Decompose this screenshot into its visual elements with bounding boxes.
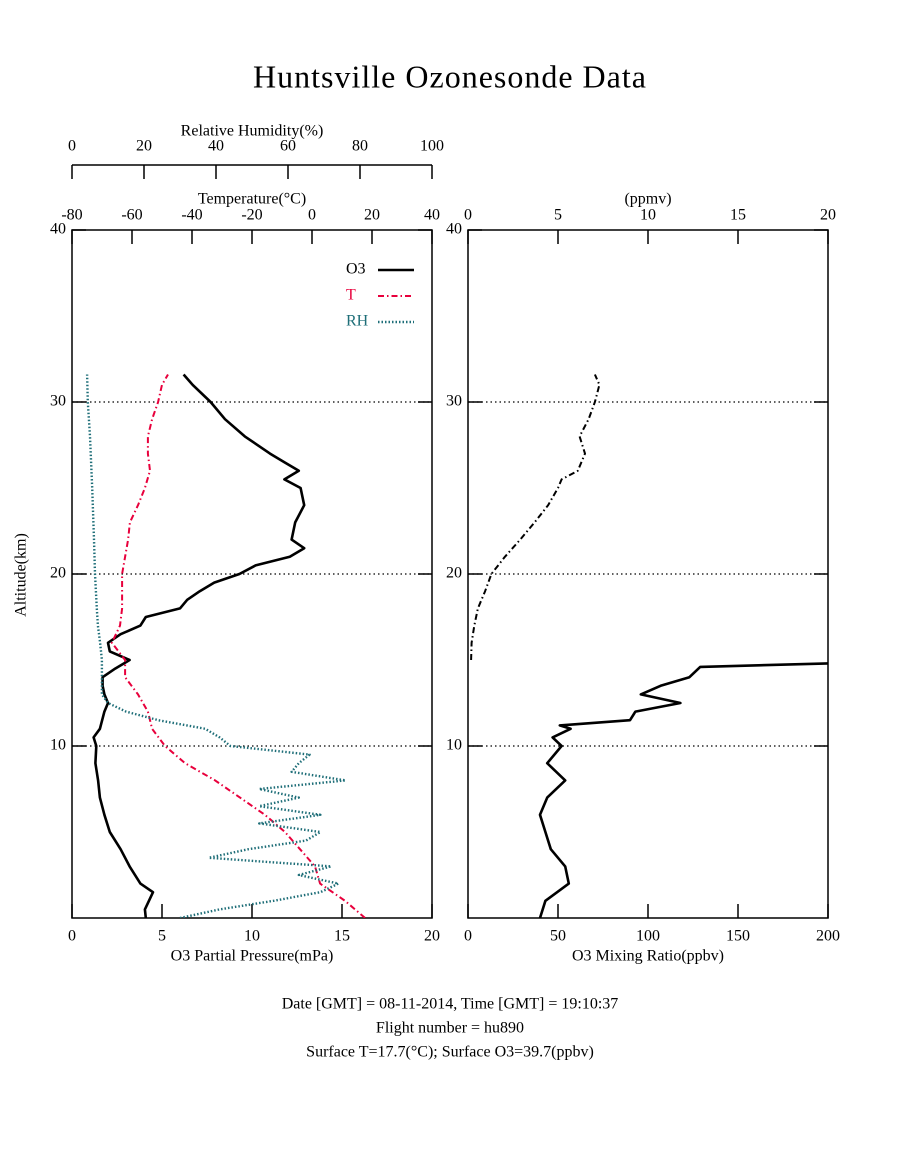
y-tick-label: 20 [446, 565, 462, 582]
x2-tick-label: 0 [464, 207, 472, 224]
x-tick-label: 10 [244, 928, 260, 945]
x-tick-label: 0 [68, 928, 76, 945]
x-tick-label: 50 [550, 928, 566, 945]
x2-tick-label: 0 [308, 207, 316, 224]
x3-tick-label: 80 [352, 138, 368, 155]
x-tick-label: 15 [334, 928, 350, 945]
x2-tick-label: -80 [61, 207, 82, 224]
series-line [470, 374, 601, 661]
x3-tick-label: 0 [68, 138, 76, 155]
y-tick-label: 20 [50, 565, 66, 582]
y-tick-label: 10 [446, 737, 462, 754]
x-tick-label: 150 [726, 928, 750, 945]
x-tick-label: 5 [158, 928, 166, 945]
x3-tick-label: 100 [420, 138, 444, 155]
x2-tick-label: -40 [181, 207, 202, 224]
series-line [85, 374, 347, 918]
series-line [538, 662, 828, 918]
footer-line: Surface T=17.7(°C); Surface O3=39.7(ppbv… [306, 1044, 594, 1061]
x2-tick-label: -20 [241, 207, 262, 224]
plot-area [470, 374, 828, 918]
chart-title: Huntsville Ozonesonde Data [253, 58, 647, 94]
x3-tick-label: 60 [280, 138, 296, 155]
x2-tick-label: 10 [640, 207, 656, 224]
y-tick-label: 40 [50, 221, 66, 238]
x-tick-label: 100 [636, 928, 660, 945]
x-tick-label: 20 [424, 928, 440, 945]
x2-axis-label: (ppmv) [624, 191, 671, 208]
y-tick-label: 30 [446, 393, 462, 410]
legend-label: O3 [346, 261, 366, 278]
x-axis-label: O3 Partial Pressure(mPa) [171, 948, 334, 965]
x-tick-label: 200 [816, 928, 840, 945]
y-axis-label: Altitude(km) [13, 533, 30, 617]
x2-tick-label: 20 [364, 207, 380, 224]
x-tick-label: 0 [464, 928, 472, 945]
x2-tick-label: 15 [730, 207, 746, 224]
y-tick-label: 40 [446, 221, 462, 238]
x2-tick-label: 5 [554, 207, 562, 224]
y-tick-label: 10 [50, 737, 66, 754]
x3-axis-label: Relative Humidity(%) [181, 123, 324, 140]
legend-label: T [346, 287, 356, 304]
x-axis-label: O3 Mixing Ratio(ppbv) [572, 948, 724, 965]
x3-tick-label: 20 [136, 138, 152, 155]
x2-tick-label: 40 [424, 207, 440, 224]
series-line [110, 373, 366, 918]
x2-axis-label: Temperature(°C) [198, 191, 306, 208]
x2-tick-label: -60 [121, 207, 142, 224]
series-line [92, 373, 306, 918]
footer-line: Date [GMT] = 08-11-2014, Time [GMT] = 19… [282, 996, 619, 1013]
plot-area [85, 373, 366, 918]
footer-line: Flight number = hu890 [376, 1020, 524, 1037]
x3-tick-label: 40 [208, 138, 224, 155]
x2-tick-label: 20 [820, 207, 836, 224]
y-tick-label: 30 [50, 393, 66, 410]
legend-label: RH [346, 313, 369, 330]
